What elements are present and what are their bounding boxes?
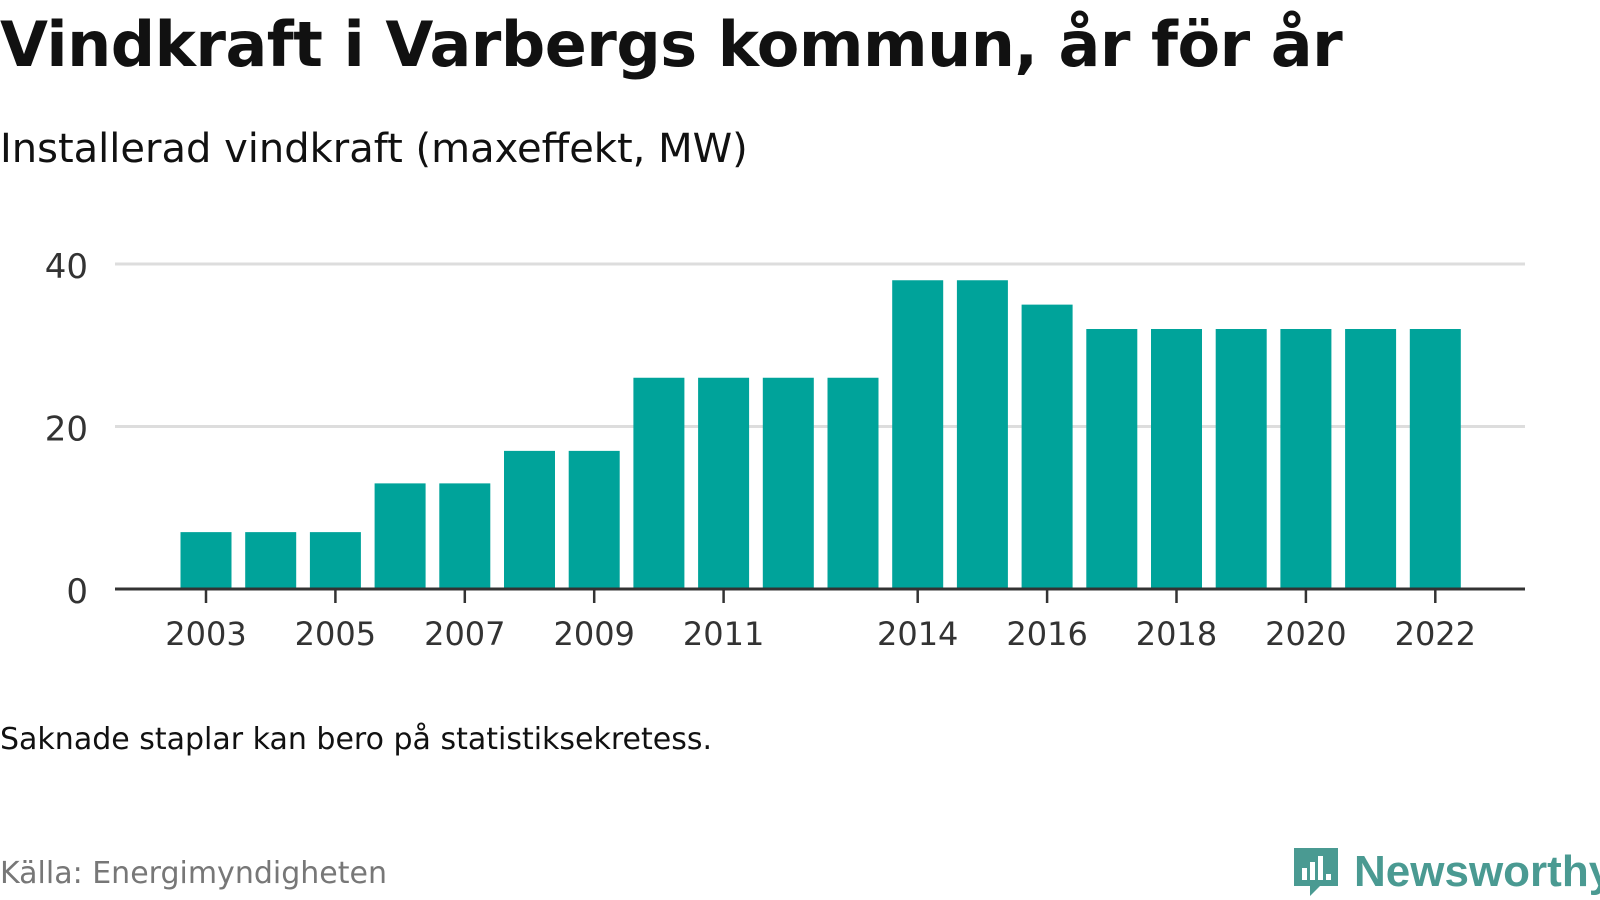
bar-2012 (762, 377, 814, 589)
x-tick-label: 2011 (683, 615, 764, 653)
bar-2018 (1151, 329, 1202, 589)
bar-chart: 0 20 40 2003 2005 2007 2009 2011 2014 2016 2018 202… (45, 247, 1525, 653)
bar-2019 (1215, 329, 1267, 589)
bar-2011 (698, 377, 750, 589)
bar-2016 (1021, 304, 1073, 589)
x-tick-label: 2022 (1395, 615, 1476, 653)
newsworthy-logo: Newsworthy (1290, 844, 1600, 900)
y-tick-label: 20 (45, 410, 88, 450)
x-tick-label: 2014 (877, 615, 958, 653)
bar-2010 (633, 377, 685, 589)
x-tick-label: 2007 (424, 615, 505, 653)
chart-title: Vindkraft i Varbergs kommun, år för år (0, 8, 1343, 81)
bar-2007 (439, 483, 491, 589)
x-tick-label: 2018 (1136, 615, 1217, 653)
chart-subtitle: Installerad vindkraft (maxeffekt, MW) (0, 126, 748, 172)
bar-2004 (245, 532, 297, 589)
x-tick-label: 2003 (165, 615, 246, 653)
bar-2013 (827, 377, 879, 589)
bar-2005 (309, 532, 361, 589)
bar-2008 (504, 450, 555, 589)
bar-2003 (180, 532, 232, 589)
footnote: Saknade staplar kan bero på statistiksek… (0, 722, 713, 757)
y-tick-label: 40 (45, 247, 88, 287)
newsworthy-logo-icon (1294, 848, 1338, 896)
x-tick-label: 2005 (295, 615, 376, 653)
bar-2006 (374, 483, 426, 589)
y-tick-label: 0 (66, 572, 88, 612)
bar-2015 (956, 280, 1008, 589)
bar-2022 (1409, 329, 1461, 589)
bar-2009 (568, 450, 620, 589)
bar-2020 (1280, 329, 1332, 589)
x-tick-label: 2009 (553, 615, 634, 653)
x-tick-label: 2016 (1006, 615, 1087, 653)
bar-2014 (892, 280, 944, 589)
source-note: Källa: Energimyndigheten (0, 856, 387, 891)
newsworthy-logo-text: Newsworthy (1354, 847, 1600, 896)
bar-2017 (1086, 329, 1138, 589)
bar-2021 (1345, 329, 1397, 589)
x-tick-label: 2020 (1265, 615, 1346, 653)
